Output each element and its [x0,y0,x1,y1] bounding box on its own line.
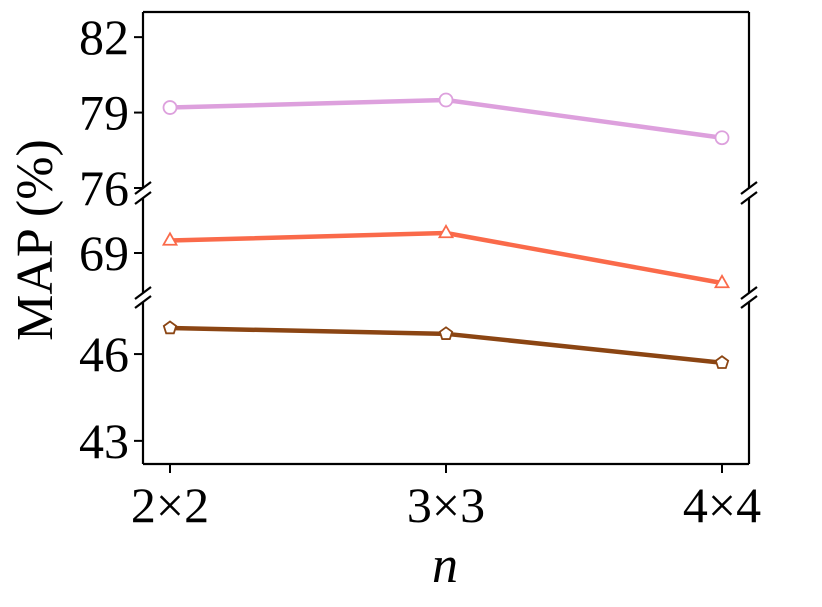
series-2 [162,320,730,369]
axis-break-mark [134,191,152,205]
axis-break-mark [134,295,152,309]
y-tick-label: 82 [79,9,129,65]
x-axis-ticks: 2×2 3×3 4×4 [131,464,761,533]
x-tick-label: 2×2 [131,477,209,533]
data-point [714,355,730,369]
data-point [161,231,179,246]
axis-break-marks [134,181,758,309]
series-1 [161,224,731,289]
x-axis-label: n [432,537,458,594]
y-tick-label: 79 [79,85,129,141]
data-point [713,274,731,289]
series-0 [162,92,730,146]
axis-break-mark [740,191,758,205]
data-point [162,100,178,115]
axis-break-mark [740,181,758,195]
x-tick-label: 3×3 [407,477,485,533]
plot-frame [141,10,751,466]
y-tick-label: 43 [79,413,129,469]
y-tick-label: 76 [79,160,129,216]
series-layer [161,92,731,369]
y-axis-label: MAP (%) [7,139,64,341]
data-point [438,92,454,108]
y-tick-label: 69 [79,225,129,281]
series-line [169,230,723,286]
axis-break-mark [740,286,758,300]
data-point [162,320,178,335]
y-axis-ticks: 76 79 82 69 43 46 [79,9,143,469]
axis-break-mark [740,295,758,309]
data-point [438,326,454,340]
x-tick-label: 4×4 [683,477,761,533]
y-tick-label: 46 [79,326,129,382]
data-point [714,130,730,146]
axis-break-mark [134,286,152,300]
data-point [437,224,455,239]
